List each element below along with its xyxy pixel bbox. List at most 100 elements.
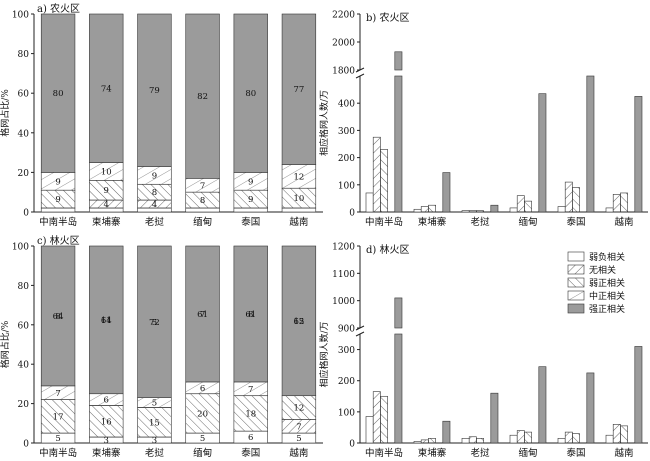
bar-segment xyxy=(185,207,220,213)
bar-segment xyxy=(137,245,172,398)
segment-label: 6 xyxy=(200,384,205,394)
segment-label: 20 xyxy=(197,409,208,419)
category-label: 泰国 xyxy=(241,216,260,228)
legend-label: 中正相关 xyxy=(589,290,625,302)
y-tick-label: 300 xyxy=(338,346,355,356)
bar xyxy=(468,210,477,213)
y-axis-label: 格网占比/% xyxy=(0,320,11,368)
segment-label: 77 xyxy=(294,85,305,95)
category-label: 中南半岛 xyxy=(39,216,77,228)
y-tick-label: 300 xyxy=(338,127,355,137)
y-tick-label: 20 xyxy=(18,400,30,410)
bar-segment xyxy=(185,13,220,179)
segment-label: 72 xyxy=(149,318,160,328)
bar-segment xyxy=(233,395,268,432)
bar xyxy=(524,431,532,444)
bar xyxy=(586,75,595,213)
bar-segment xyxy=(137,13,172,167)
segment-label: 5 xyxy=(152,399,157,409)
y-tick-label: 1000 xyxy=(332,297,355,307)
segment-label: 4 xyxy=(152,200,157,210)
y-tick-label: 0 xyxy=(349,209,355,219)
category-label: 泰国 xyxy=(566,447,585,459)
segment-label: 9 xyxy=(152,171,157,181)
segment-label: 3 xyxy=(152,436,157,446)
segment-label: 18 xyxy=(245,409,256,419)
bar xyxy=(605,434,614,444)
category-label: 缅甸 xyxy=(193,216,212,228)
y-tick-label: 40 xyxy=(18,361,30,371)
bar xyxy=(509,207,518,213)
category-label: 老挝 xyxy=(470,447,490,459)
category-label: 缅甸 xyxy=(518,216,537,228)
bar xyxy=(365,416,374,444)
category-label: 缅甸 xyxy=(193,447,212,459)
category-label: 越南 xyxy=(289,216,308,228)
y-tick-label: 80 xyxy=(18,282,30,292)
bar-segment xyxy=(185,393,220,434)
category-label: 越南 xyxy=(289,447,308,459)
bar-segment xyxy=(233,245,268,383)
segment-label: 64 xyxy=(101,316,112,326)
bar xyxy=(605,207,614,213)
bar xyxy=(413,441,422,444)
bar xyxy=(468,436,477,444)
bar xyxy=(380,395,388,444)
segment-label: 8 xyxy=(200,196,205,206)
segment-label: 80 xyxy=(53,89,64,99)
bar xyxy=(509,434,518,444)
bar xyxy=(557,206,566,213)
y-tick-label: 100 xyxy=(338,408,355,418)
bar xyxy=(461,210,470,213)
bar-segment xyxy=(233,13,268,173)
bar xyxy=(538,366,547,444)
segment-label: 10 xyxy=(294,194,305,204)
segment-label: 9 xyxy=(248,195,253,205)
y-tick-label: 200 xyxy=(338,154,355,164)
y-tick-label: 2200 xyxy=(332,11,355,21)
legend-label: 强正相关 xyxy=(589,303,625,315)
segment-label: 4 xyxy=(104,200,109,210)
bar xyxy=(586,372,595,444)
bar xyxy=(557,438,566,444)
bar xyxy=(394,51,403,71)
axis-break-mark xyxy=(355,331,365,337)
segment-label: 7 xyxy=(296,422,301,432)
bar xyxy=(564,431,573,444)
bar xyxy=(394,333,403,444)
y-tick-label: 0 xyxy=(349,440,355,450)
bar-segment xyxy=(40,245,76,387)
segment-label: 5 xyxy=(200,434,205,444)
y-tick-label: 60 xyxy=(18,90,30,100)
bar-segment xyxy=(281,245,317,397)
category-label: 老挝 xyxy=(145,447,165,459)
segment-label: 7 xyxy=(200,181,205,191)
y-tick-label: 2000 xyxy=(332,39,355,49)
segment-label: 6 xyxy=(104,396,109,406)
category-label: 柬埔寨 xyxy=(418,447,447,459)
category-label: 泰国 xyxy=(241,447,260,459)
segment-label: 74 xyxy=(101,84,112,94)
bar xyxy=(476,210,484,213)
segment-label: 9 xyxy=(104,186,109,196)
y-tick-label: 0 xyxy=(23,440,29,450)
bar xyxy=(413,208,422,213)
legend-swatch xyxy=(567,251,585,262)
segment-label: 7 xyxy=(200,310,205,320)
category-label: 中南半岛 xyxy=(365,216,403,228)
y-tick-label: 1800 xyxy=(332,67,355,77)
y-axis-label: 相应格网人数/万 xyxy=(318,321,330,387)
bar xyxy=(572,187,580,213)
legend-label: 弱负相关 xyxy=(589,251,625,263)
category-label: 泰国 xyxy=(566,216,585,228)
bar xyxy=(490,392,499,444)
y-axis-label: 格网占比/% xyxy=(0,89,11,137)
segment-label: 80 xyxy=(245,89,256,99)
bar xyxy=(612,194,621,213)
segment-label: 9 xyxy=(55,177,60,187)
segment-label: 5 xyxy=(296,434,301,444)
bar xyxy=(572,433,580,444)
